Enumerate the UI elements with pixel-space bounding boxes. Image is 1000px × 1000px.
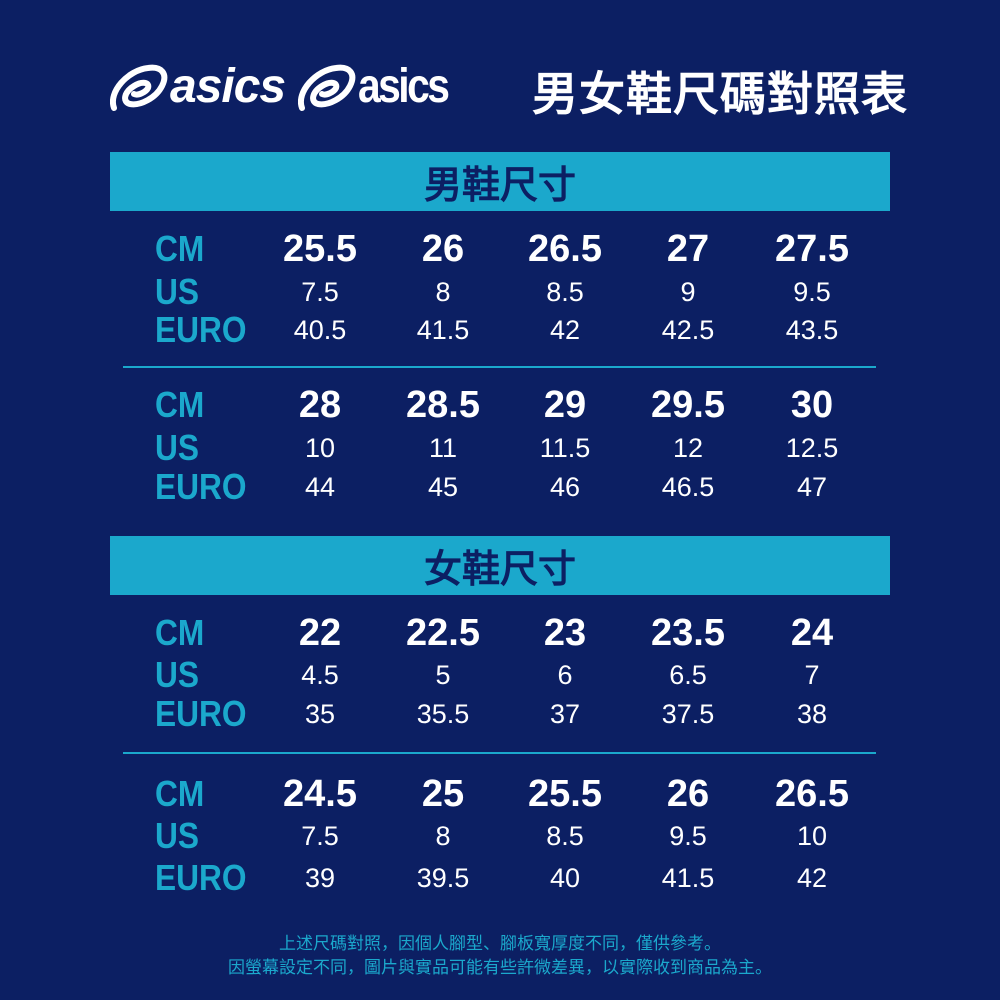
euro-size-value: 46.5	[661, 472, 715, 502]
euro-label: EURO	[155, 466, 247, 507]
cm-size-value: 26.5	[775, 773, 849, 815]
euro-label: EURO	[155, 857, 247, 898]
cm-size-value: 29.5	[651, 384, 725, 426]
euro-size-value: 35	[304, 699, 336, 729]
cm-row: CM 28 28.5 29 29.5 30	[0, 384, 1000, 426]
us-size-value: 8	[435, 821, 451, 851]
euro-size-value: 40.5	[293, 315, 347, 345]
euro-size-value: 37.5	[661, 699, 715, 729]
euro-size-value: 42.5	[661, 315, 715, 345]
us-size-value: 8.5	[546, 821, 584, 851]
us-size-value: 5	[435, 660, 451, 690]
us-label: US	[155, 271, 200, 312]
us-label: US	[155, 427, 200, 468]
cm-size-value: 22.5	[406, 612, 480, 654]
cm-row: CM 25.5 26 26.5 27 27.5	[0, 228, 1000, 270]
section-title: 男鞋尺寸	[423, 163, 576, 207]
euro-label: EURO	[155, 693, 247, 734]
us-size-value: 8.5	[546, 277, 584, 307]
us-size-value: 7.5	[301, 821, 339, 851]
us-label: US	[155, 654, 200, 695]
euro-size-value: 41.5	[416, 315, 470, 345]
euro-size-value: 42	[549, 315, 581, 345]
cm-size-value: 28.5	[406, 384, 480, 426]
us-size-value: 7.5	[301, 277, 339, 307]
logo-wordmark: asics	[170, 60, 286, 113]
euro-size-value: 37	[549, 699, 581, 729]
cm-size-value: 27	[666, 228, 710, 270]
cm-size-value: 25.5	[283, 228, 357, 270]
euro-row: EURO 35 35.5 37 37.5 38	[0, 694, 1000, 734]
section-header: 女鞋尺寸	[110, 536, 890, 595]
us-row: US 10 11 11.5 12 12.5	[0, 428, 1000, 468]
cm-size-value: 23.5	[651, 612, 725, 654]
euro-size-value: 45	[427, 472, 459, 502]
cm-size-value: 29	[543, 384, 587, 426]
euro-row: EURO 39 39.5 40 41.5 42	[0, 858, 1000, 898]
cm-size-value: 25	[421, 773, 465, 815]
us-size-value: 8	[435, 277, 451, 307]
us-size-value: 12.5	[785, 433, 839, 463]
us-size-value: 6.5	[669, 660, 707, 690]
us-row: US 7.5 8 8.5 9.5 10	[0, 816, 1000, 856]
cm-size-value: 26	[666, 773, 710, 815]
euro-size-value: 40	[549, 863, 581, 893]
cm-size-value: 27.5	[775, 228, 849, 270]
asics-spiral-icon	[110, 64, 168, 111]
euro-size-value: 43.5	[785, 315, 839, 345]
us-size-value: 11.5	[539, 433, 591, 463]
cm-size-value: 28	[298, 384, 342, 426]
us-size-value: 9	[680, 277, 696, 307]
asics-spiral-icon	[298, 64, 356, 111]
euro-size-value: 47	[796, 472, 828, 502]
euro-size-value: 39.5	[416, 863, 470, 893]
euro-size-value: 44	[304, 472, 336, 502]
cm-size-value: 24	[790, 612, 834, 654]
us-size-value: 4.5	[301, 660, 339, 690]
cm-size-value: 22	[298, 612, 342, 654]
us-size-value: 11	[428, 433, 458, 463]
page-title: 男女鞋尺碼對照表	[532, 67, 908, 121]
us-size-value: 9.5	[669, 821, 707, 851]
cm-size-value: 30	[790, 384, 834, 426]
disclaimer-line-2: 因螢幕設定不同，圖片與實品可能有些許微差異，以實際收到商品為主。	[228, 958, 772, 978]
us-row: US 4.5 5 6 6.5 7	[0, 655, 1000, 695]
disclaimer-line-1: 上述尺碼對照，因個人腳型、腳板寬厚度不同，僅供參考。	[279, 934, 721, 954]
cm-size-value: 24.5	[283, 773, 357, 815]
us-size-value: 12	[672, 433, 704, 463]
euro-size-value: 38	[796, 699, 828, 729]
cm-size-value: 25.5	[528, 773, 602, 815]
us-size-value: 10	[304, 433, 336, 463]
section-title: 女鞋尺寸	[423, 547, 576, 591]
cm-label: CM	[155, 773, 205, 814]
us-size-value: 6	[557, 660, 573, 690]
euro-row: EURO 40.5 41.5 42 42.5 43.5	[0, 310, 1000, 350]
euro-size-value: 35.5	[416, 699, 470, 729]
asics-logo: asics	[110, 60, 286, 113]
euro-row: EURO 44 45 46 46.5 47	[0, 467, 1000, 507]
cm-size-value: 26.5	[528, 228, 602, 270]
cm-label: CM	[155, 384, 205, 425]
group-divider	[123, 752, 876, 754]
section-header: 男鞋尺寸	[110, 152, 890, 211]
group-divider	[123, 366, 876, 368]
cm-label: CM	[155, 612, 205, 653]
cm-row: CM 22 22.5 23 23.5 24	[0, 612, 1000, 654]
us-size-value: 7	[804, 660, 820, 690]
euro-label: EURO	[155, 309, 247, 350]
asics-tiger-logo: asics	[298, 62, 463, 112]
euro-size-value: 41.5	[661, 863, 715, 893]
cm-row: CM 24.5 25 25.5 26 26.5	[0, 773, 1000, 815]
us-label: US	[155, 815, 200, 856]
cm-label: CM	[155, 228, 205, 269]
euro-size-value: 46	[549, 472, 581, 502]
euro-size-value: 39	[304, 863, 336, 893]
cm-size-value: 26	[421, 228, 465, 270]
us-size-value: 9.5	[793, 277, 831, 307]
cm-size-value: 23	[543, 612, 587, 654]
euro-size-value: 42	[796, 863, 828, 893]
us-row: US 7.5 8 8.5 9 9.5	[0, 272, 1000, 312]
us-size-value: 10	[796, 821, 828, 851]
logo-wordmark: asics	[358, 60, 450, 113]
